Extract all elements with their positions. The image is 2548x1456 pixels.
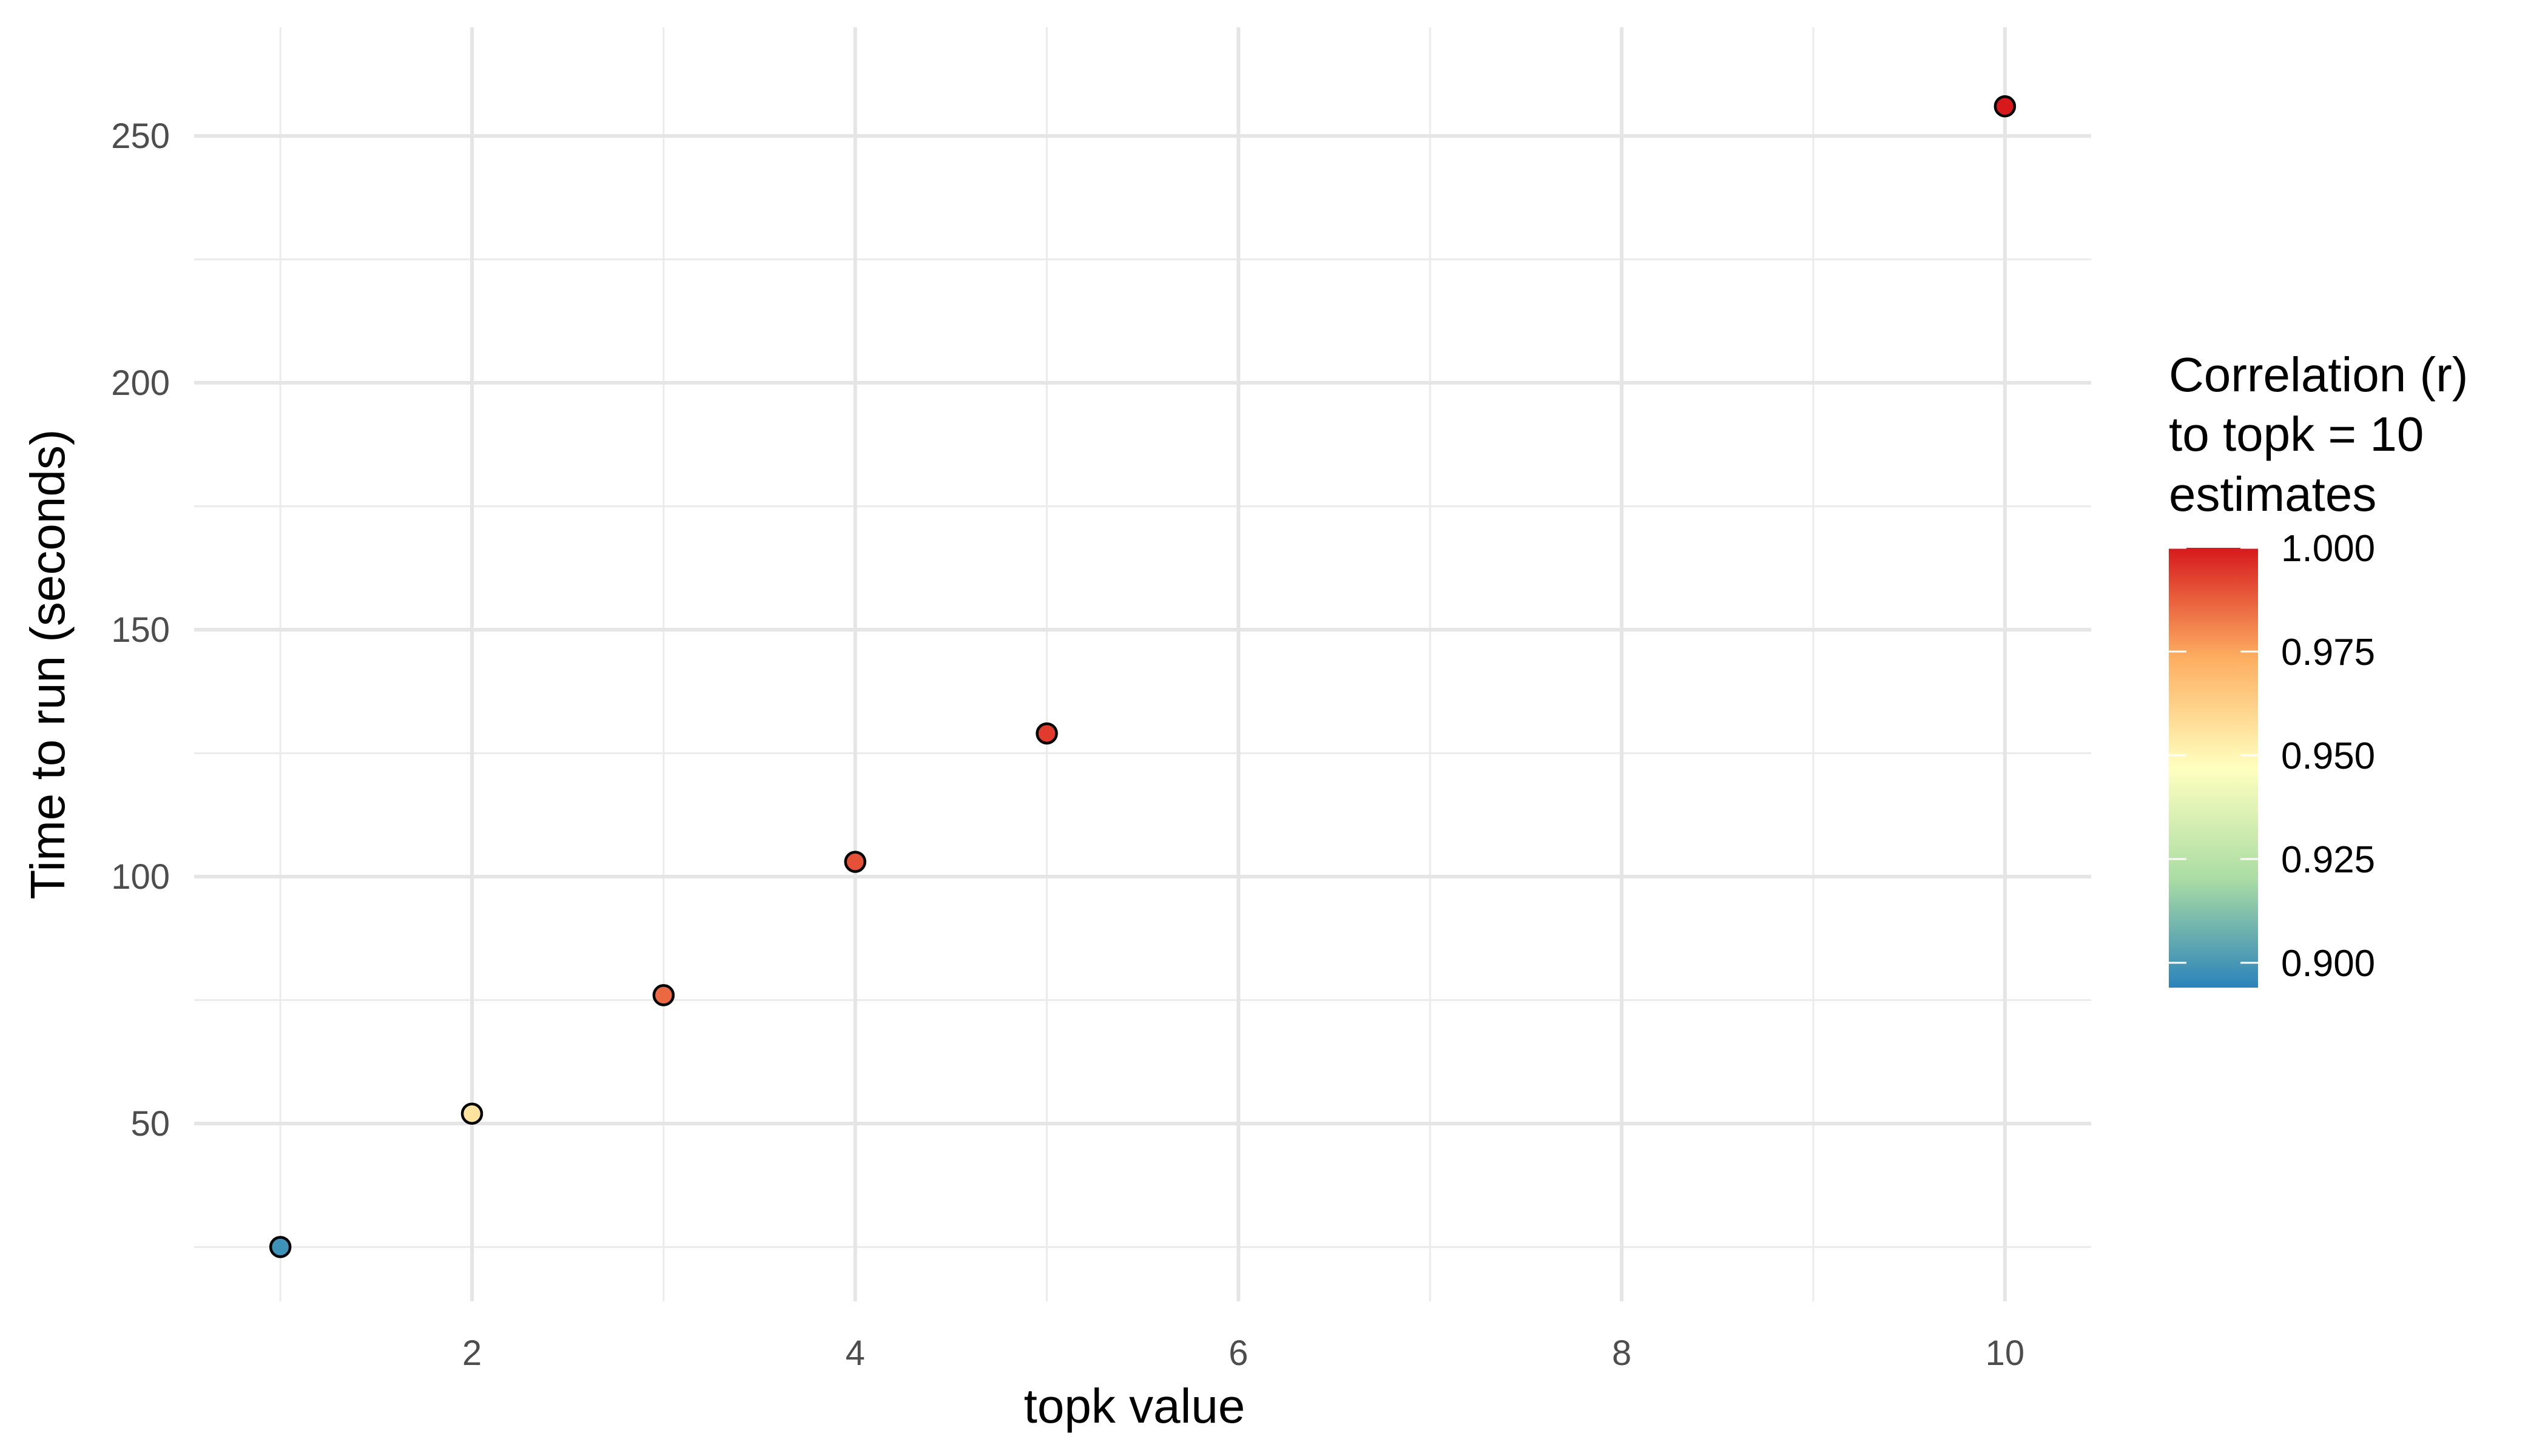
y-tick-label: 100 — [111, 857, 170, 897]
data-point — [652, 984, 675, 1006]
y-axis-title: Time to run (seconds) — [21, 429, 75, 899]
legend-title-line-2: to topk = 10 — [2169, 407, 2424, 461]
x-tick-label: 6 — [1228, 1333, 1248, 1373]
legend-breaks: 1.000 0.975 0.950 0.925 0.900 — [2169, 528, 2375, 985]
x-axis-ticks: 2 4 6 8 10 — [462, 1333, 2024, 1373]
legend-colorbar — [2169, 548, 2258, 988]
data-point — [1036, 722, 1058, 745]
legend-break-label: 1.000 — [2281, 528, 2375, 570]
x-tick-label: 10 — [1986, 1333, 2025, 1373]
y-tick-label: 250 — [111, 116, 170, 156]
y-tick-label: 150 — [111, 610, 170, 650]
plot-grid — [194, 27, 2091, 1301]
data-points — [269, 95, 2017, 1258]
y-tick-label: 50 — [130, 1104, 170, 1144]
y-axis-ticks: 50 100 150 200 250 — [111, 116, 170, 1144]
data-point — [1994, 95, 2017, 118]
legend-break-label: 0.975 — [2281, 632, 2375, 673]
x-tick-label: 8 — [1612, 1333, 1631, 1373]
legend-break-label: 0.925 — [2281, 839, 2375, 881]
legend-title-line-3: estimates — [2169, 467, 2376, 521]
color-legend: Correlation (r) to topk = 10 estimates 1… — [2169, 348, 2468, 988]
legend-break-label: 0.950 — [2281, 735, 2375, 777]
x-axis-title: topk value — [1024, 1379, 1245, 1433]
data-point — [844, 851, 866, 873]
x-tick-label: 4 — [846, 1333, 865, 1373]
y-tick-label: 200 — [111, 363, 170, 403]
data-point — [460, 1102, 484, 1125]
legend-break-label: 0.900 — [2281, 943, 2375, 985]
x-tick-label: 2 — [462, 1333, 482, 1373]
data-point — [269, 1236, 292, 1258]
legend-title-line-1: Correlation (r) — [2169, 348, 2468, 402]
